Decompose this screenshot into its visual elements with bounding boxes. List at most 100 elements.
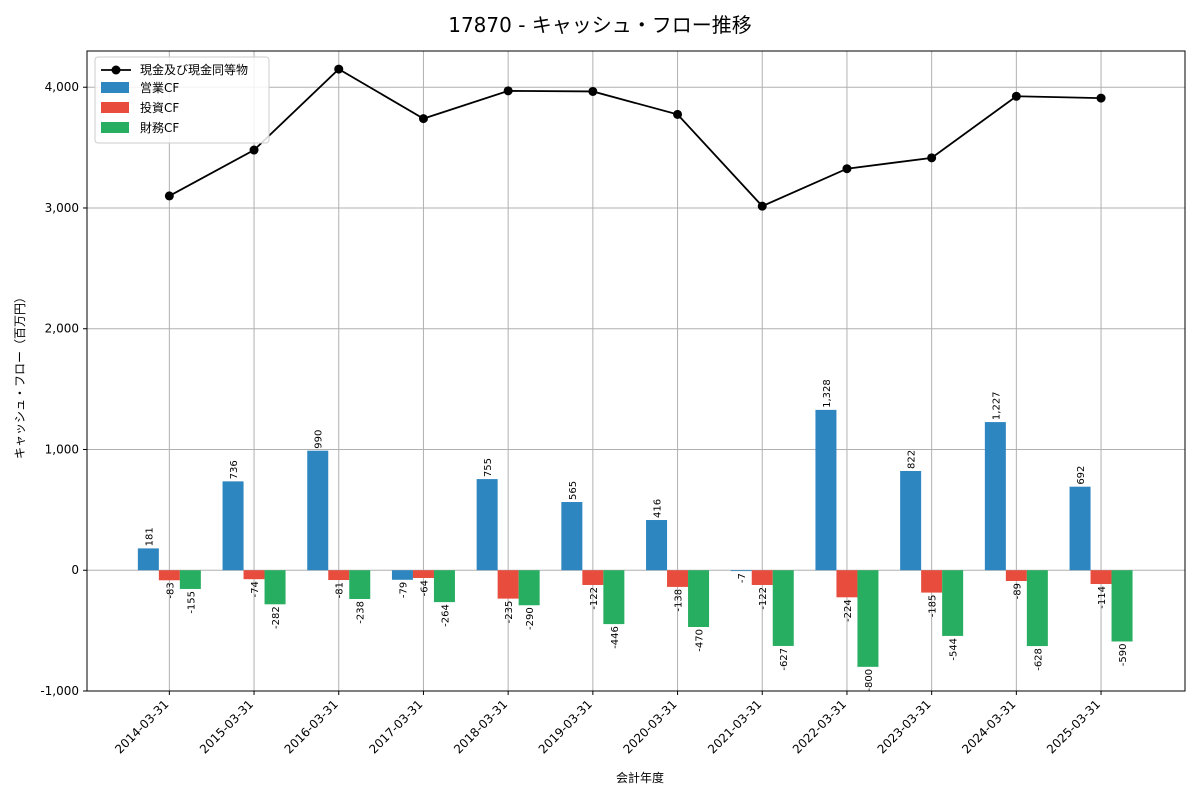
bar-investing xyxy=(1090,570,1112,585)
bar-value-label: 822 xyxy=(907,450,918,469)
plot-frame xyxy=(86,50,1186,692)
bar-series-group xyxy=(137,409,1133,667)
cash-point xyxy=(1011,91,1021,101)
bar-operating xyxy=(307,450,329,571)
x-tick-label: 2025-03-31 xyxy=(1044,697,1103,756)
bar-investing xyxy=(836,570,858,598)
bar-value-label: 416 xyxy=(653,499,664,518)
bar-financing xyxy=(603,570,625,625)
bar-financing xyxy=(1026,570,1048,647)
legend-label-financing: 財務CF xyxy=(140,120,179,135)
y-tick-label: 4,000 xyxy=(45,80,79,94)
bar-investing xyxy=(412,570,434,578)
bar-value-label: -238 xyxy=(356,601,367,624)
bar-value-label: -290 xyxy=(525,607,536,630)
bar-value-label: -89 xyxy=(1012,583,1023,599)
bar-value-label: -79 xyxy=(398,582,409,598)
cash-line-group xyxy=(164,64,1106,211)
bar-value-label: 755 xyxy=(483,458,494,477)
y-tick-label: 2,000 xyxy=(45,322,79,336)
bar-value-label: -64 xyxy=(419,580,430,596)
bar-financing xyxy=(942,570,964,636)
bar-investing xyxy=(328,570,350,581)
legend-box xyxy=(94,56,270,144)
bar-investing xyxy=(243,570,265,580)
bar-value-label: 692 xyxy=(1076,466,1087,485)
legend-swatch-financing xyxy=(101,122,129,133)
bar-financing xyxy=(179,570,201,589)
bar-operating xyxy=(391,570,413,580)
legend-label-investing: 投資CF xyxy=(140,100,179,115)
x-tick-label: 2020-03-31 xyxy=(620,697,679,756)
bar-value-label: -628 xyxy=(1033,648,1044,671)
cash-point xyxy=(757,201,767,211)
bar-value-label: -138 xyxy=(674,589,685,612)
x-axis-ticks: 2014-03-31 2015-03-31 2016-03-31 2017-03-31… xyxy=(112,691,1103,756)
bar-value-label: -470 xyxy=(695,629,706,652)
bar-investing xyxy=(582,570,604,585)
bar-investing xyxy=(497,570,519,599)
bar-financing xyxy=(518,570,540,606)
cash-point xyxy=(1096,93,1106,103)
bar-value-label: -590 xyxy=(1118,643,1129,666)
cash-point xyxy=(418,114,428,124)
legend-line-marker xyxy=(111,65,121,75)
bar-value-label: -122 xyxy=(589,587,600,610)
bar-operating xyxy=(900,470,922,571)
y-tick-label: 3,000 xyxy=(45,201,79,215)
x-tick-label: 2021-03-31 xyxy=(705,697,764,756)
legend: 現金及び現金同等物 営業CF 投資CF 財務CF xyxy=(94,56,270,144)
y-tick-label: 0 xyxy=(71,563,79,577)
bar-value-label: -122 xyxy=(758,587,769,610)
bar-value-label: -224 xyxy=(843,599,854,622)
bar-investing xyxy=(667,570,689,587)
bar-investing xyxy=(158,570,180,581)
bar-value-label: -544 xyxy=(949,638,960,661)
bar-value-label: -83 xyxy=(165,582,176,598)
cash-point xyxy=(927,153,937,163)
legend-label-cash: 現金及び現金同等物 xyxy=(140,62,248,77)
bar-value-label: -235 xyxy=(504,601,515,624)
cash-point xyxy=(334,64,344,74)
bar-operating xyxy=(646,520,668,571)
bar-investing xyxy=(751,570,773,585)
cash-point xyxy=(249,145,259,155)
bar-value-label: 181 xyxy=(144,527,155,546)
y-axis-ticks: -1,000 0 1,000 2,000 3,000 4,000 xyxy=(40,80,87,698)
x-tick-label: 2018-03-31 xyxy=(451,697,510,756)
bar-value-label: -114 xyxy=(1097,586,1108,609)
bar-value-label: 565 xyxy=(568,481,579,500)
bar-value-label: -627 xyxy=(779,648,790,671)
bar-value-label: 1,227 xyxy=(991,391,1002,420)
bar-operating xyxy=(815,409,837,571)
bar-value-label: -155 xyxy=(186,591,197,614)
bar-operating xyxy=(1069,486,1091,571)
bar-value-label: -81 xyxy=(335,582,346,598)
y-tick-label: -1,000 xyxy=(40,684,79,698)
legend-swatch-operating xyxy=(101,82,129,93)
cash-point xyxy=(673,109,683,119)
x-axis-label: 会計年度 xyxy=(616,770,664,785)
bar-financing xyxy=(349,570,371,599)
bar-value-label: -282 xyxy=(271,606,282,629)
bar-value-label: -264 xyxy=(440,604,451,627)
bar-financing xyxy=(264,570,286,605)
bar-value-label: -7 xyxy=(737,573,748,583)
bar-operating xyxy=(222,481,244,571)
cash-line xyxy=(168,67,1102,208)
cash-point xyxy=(842,164,852,174)
x-tick-label: 2016-03-31 xyxy=(282,697,341,756)
bar-operating xyxy=(984,422,1006,571)
legend-label-operating: 営業CF xyxy=(140,81,179,95)
bar-financing xyxy=(772,570,794,646)
x-tick-label: 2019-03-31 xyxy=(536,697,595,756)
x-tick-label: 2014-03-31 xyxy=(112,697,171,756)
chart-title: 17870 - キャッシュ・フロー推移 xyxy=(448,13,752,37)
bar-value-label: 990 xyxy=(314,430,325,449)
bar-financing xyxy=(857,570,879,667)
bar-value-label: -446 xyxy=(610,626,621,649)
bar-value-label: 1,328 xyxy=(822,379,833,408)
cash-point xyxy=(503,86,513,96)
